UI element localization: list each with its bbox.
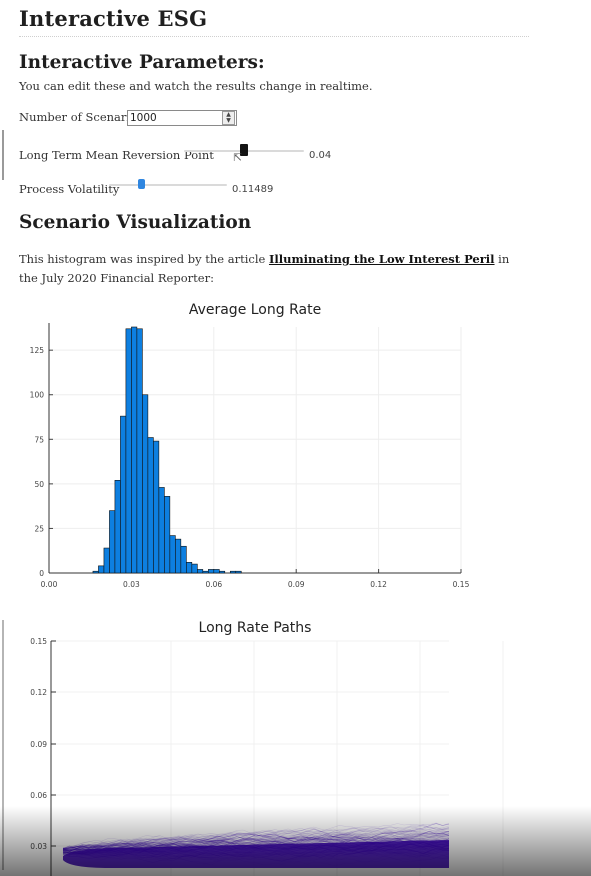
volatility-value: 0.11489: [232, 184, 274, 195]
histogram-bar: [197, 569, 204, 574]
mouse-cursor-icon: ⇱: [233, 151, 243, 164]
reversion-value: 0.04: [309, 150, 332, 161]
y-tick-label: 0.03: [30, 842, 47, 851]
y-tick-label: 50: [34, 480, 44, 489]
article-link[interactable]: Illuminating the Low Interest Peril: [268, 252, 495, 266]
scenarios-stepper[interactable]: ▲ ▼: [222, 111, 235, 125]
histogram-bar: [175, 538, 182, 574]
scenarios-input[interactable]: 1000: [127, 110, 237, 126]
y-tick-label: 0.06: [30, 791, 47, 800]
chart-title: Average Long Rate: [189, 302, 321, 318]
histogram-bar: [208, 569, 215, 574]
scenarios-label: Number of Scenarios:: [19, 110, 147, 124]
y-tick-label: 0.12: [30, 688, 47, 697]
histogram-bar: [92, 570, 99, 574]
y-tick-label: 0.15: [30, 637, 47, 646]
histogram-bar: [158, 487, 165, 574]
viz-text-before: This histogram was inspired by the artic…: [19, 252, 269, 266]
x-tick-label: 0.09: [288, 580, 305, 589]
y-tick-label: 75: [34, 435, 44, 444]
y-tick-label: 100: [30, 391, 45, 400]
y-tick-label: 125: [30, 346, 45, 355]
histogram-bar: [202, 570, 209, 574]
histogram-bar: [142, 394, 149, 574]
title-divider: [19, 36, 529, 37]
viz-heading: Scenario Visualization: [19, 212, 252, 233]
y-tick-label: 0: [39, 569, 44, 578]
x-tick-label: 0.06: [205, 580, 222, 589]
viz-text-after: in the July 2020 Financial Reporter:: [19, 252, 510, 285]
histogram-bar: [229, 570, 237, 574]
viz-description: This histogram was inspired by the artic…: [19, 250, 519, 288]
histogram-bar: [169, 535, 176, 574]
histogram-bar: [120, 415, 127, 574]
reversion-label: Long Term Mean Reversion Point: [19, 148, 214, 162]
histogram-bar: [147, 437, 154, 574]
histogram-bar: [180, 545, 187, 574]
long-rate-paths-chart: Long Rate Paths 0.15 0.12 0.09 0.06 0.03: [30, 620, 504, 876]
histogram-bar: [131, 326, 138, 574]
y-tick-label: 25: [34, 524, 44, 533]
reversion-slider-thumb[interactable]: [240, 144, 248, 156]
volatility-slider[interactable]: [109, 184, 227, 186]
histogram-bar: [218, 570, 226, 574]
chart-title: Long Rate Paths: [199, 620, 312, 636]
histogram-bar: [213, 569, 220, 574]
volatility-slider-thumb[interactable]: [137, 179, 145, 189]
params-intro: You can edit these and watch the results…: [19, 79, 373, 93]
histogram-bar: [186, 562, 193, 574]
y-tick-label: 0.09: [30, 740, 47, 749]
histogram-bar: [103, 547, 110, 574]
histogram-bar: [109, 510, 116, 574]
volatility-label: Process Volatility: [19, 182, 120, 196]
histogram-chart: Average Long Rate 0.00 0.03 0.06 0.09 0.12 0.1…: [30, 302, 470, 589]
histogram-bar: [98, 565, 105, 574]
x-tick-label: 0.15: [453, 580, 470, 589]
page-title: Interactive ESG: [19, 6, 208, 31]
x-tick-label: 0.00: [41, 580, 58, 589]
params-heading: Interactive Parameters:: [19, 52, 265, 73]
x-tick-label: 0.12: [370, 580, 387, 589]
x-tick-label: 0.03: [123, 580, 140, 589]
histogram-bar: [191, 563, 198, 574]
histogram-bar: [136, 328, 143, 574]
histogram-bar: [114, 480, 121, 574]
histogram-bar: [164, 496, 171, 574]
cell-gutter-plot: [2, 620, 4, 870]
histogram-bar: [153, 440, 160, 574]
histogram-bar: [235, 570, 242, 574]
cell-gutter: [2, 130, 4, 180]
histogram-bar: [125, 328, 132, 574]
